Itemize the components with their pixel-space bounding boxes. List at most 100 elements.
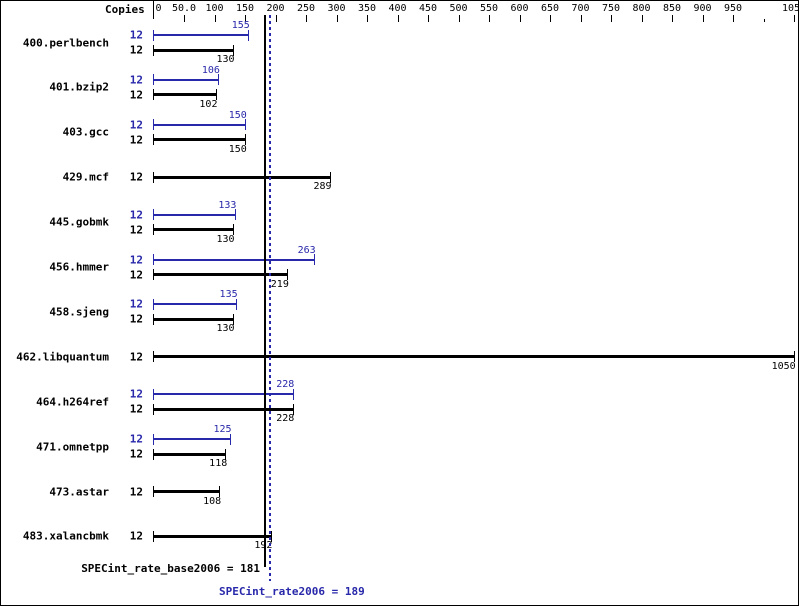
axis-tick-label: 700	[571, 3, 590, 14]
bar-right-cap-peak	[245, 119, 246, 131]
axis-tick-label: 200	[266, 3, 285, 14]
bar-value-peak: 133	[218, 199, 237, 211]
bar-base	[153, 138, 245, 142]
axis-tick-label: 750	[601, 3, 621, 14]
axis-tick-mark	[520, 15, 521, 22]
bar-peak	[153, 258, 314, 261]
axis-tick-label: 1050	[781, 3, 798, 14]
bar-base	[153, 452, 226, 456]
bar-value-peak: 106	[201, 64, 220, 76]
bar-peak	[153, 34, 249, 36]
bar-right-cap-peak	[235, 209, 236, 221]
benchmark-label: 400.perlbench	[22, 36, 109, 49]
bar-peak	[153, 303, 236, 306]
bar-base	[153, 407, 293, 411]
axis-tick-mark	[184, 15, 185, 22]
copies-value-base: 12	[129, 485, 143, 498]
copies-value-base: 12	[129, 88, 143, 102]
axis-tick-mark	[794, 15, 795, 22]
benchmark-label: 471.omnetpp	[36, 440, 109, 454]
summary-base-score: SPECint_rate_base2006 = 181	[81, 562, 260, 575]
copies-value-base: 12	[129, 529, 143, 543]
bar-value-base: 1050	[771, 360, 796, 372]
benchmark-label: 458.sjeng	[49, 305, 109, 319]
axis-tick-label: 50.0	[171, 3, 197, 14]
axis-tick-label: 650	[540, 3, 560, 14]
axis-tick-mark	[672, 15, 673, 22]
axis-tick-mark	[459, 15, 460, 22]
copies-column-header: Copies	[105, 3, 145, 16]
axis-tick-label: 500	[449, 3, 468, 14]
bar-value-base: 192	[254, 540, 272, 551]
copies-value-base: 12	[129, 223, 143, 237]
bar-right-cap-peak	[236, 298, 237, 310]
bar-peak	[153, 393, 293, 396]
copies-value-peak: 12	[129, 28, 143, 42]
axis-tick-label: 300	[327, 3, 346, 14]
bar-value-peak: 150	[228, 109, 247, 121]
benchmark-label: 401.bzip2	[49, 80, 109, 94]
bar-base	[153, 273, 288, 276]
benchmark-label: 403.gcc	[62, 125, 109, 139]
axis-tick-label: 900	[693, 3, 712, 14]
bar-base	[153, 317, 233, 321]
copies-value-peak: 12	[129, 297, 143, 311]
bar-value-base: 130	[216, 54, 235, 65]
axis-tick-mark	[703, 15, 704, 22]
bar-value-base: 150	[228, 143, 247, 155]
bar-base	[153, 48, 233, 52]
bar-value-base: 108	[203, 495, 222, 507]
benchmark-label: 464.h264ref	[36, 395, 109, 409]
bar-base	[153, 228, 233, 232]
axis-tick-mark	[215, 15, 216, 22]
bar-right-cap-peak	[314, 254, 315, 265]
bar-base	[153, 175, 330, 179]
copies-value-base: 12	[129, 268, 143, 281]
bar-value-base: 219	[270, 278, 289, 290]
summary-peak-score: SPECint_rate2006 = 189	[219, 585, 365, 598]
bar-right-cap-peak	[218, 74, 219, 86]
bar-right-cap-base	[233, 44, 234, 56]
bar-right-cap-peak	[230, 433, 231, 445]
axis-tick-mark	[367, 15, 368, 22]
base-reference-line	[264, 15, 266, 567]
bar-base	[153, 93, 216, 97]
axis-tick-mark	[581, 15, 582, 22]
bar-value-base: 289	[313, 181, 332, 193]
axis-tick-label: 0	[155, 3, 162, 14]
bar-right-cap-base	[233, 224, 234, 236]
axis-tick-label: 950	[723, 3, 743, 14]
bar-value-base: 228	[276, 413, 295, 425]
axis-tick-label: 450	[418, 3, 438, 14]
benchmark-label: 429.mcf	[62, 170, 109, 184]
bar-peak	[153, 78, 219, 81]
copies-value-base: 12	[129, 350, 143, 364]
bar-peak	[153, 123, 245, 126]
bar-right-cap-base	[330, 171, 331, 183]
bar-value-peak: 135	[219, 289, 238, 301]
benchmark-label: 483.xalancbmk	[22, 529, 109, 543]
axis-tick-mark	[276, 15, 277, 22]
bar-base	[153, 355, 794, 359]
benchmark-label: 462.libquantum	[16, 350, 109, 364]
axis-tick-mark	[245, 15, 246, 22]
axis-tick-mark	[398, 15, 399, 22]
bar-value-base: 130	[216, 323, 235, 335]
axis-tick-mark	[428, 15, 429, 22]
bar-value-base: 130	[216, 233, 235, 245]
axis-tick-mark	[306, 15, 307, 22]
axis-tick-label: 250	[296, 3, 316, 14]
copies-value-base: 12	[129, 312, 143, 326]
bar-right-cap-base	[287, 269, 288, 280]
copies-value-peak: 12	[129, 73, 143, 87]
copies-value-peak: 12	[129, 253, 143, 266]
benchmark-label: 473.astar	[49, 485, 109, 498]
axis-tick-mark	[764, 19, 765, 22]
bar-base	[153, 490, 220, 493]
copies-value-peak: 12	[129, 432, 143, 446]
axis-tick-mark	[642, 15, 643, 22]
bar-value-peak: 263	[297, 244, 316, 256]
bar-value-peak: 228	[276, 379, 295, 391]
bar-peak	[153, 213, 235, 216]
